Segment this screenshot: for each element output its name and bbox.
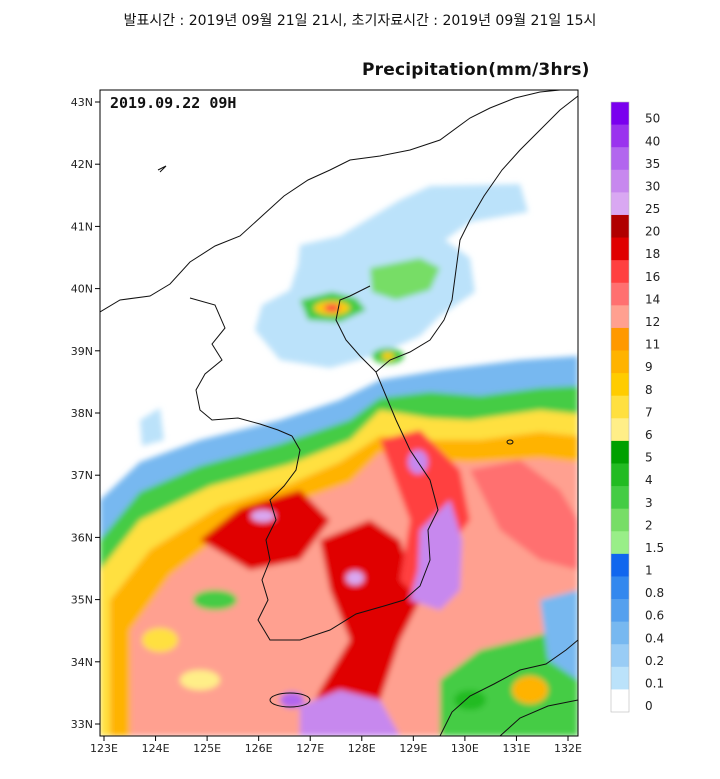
- legend-swatch: [611, 260, 629, 284]
- legend-swatch: [611, 169, 629, 193]
- color-legend: 50 40 35 30 25 20 18 16 14 12 11 9 8 7 6 5 4 3 2 1.5 1 0.8 0.6…: [610, 101, 664, 713]
- legend-label: 16: [645, 270, 660, 284]
- lon-label: 123E: [90, 742, 118, 755]
- lon-label: 128E: [348, 742, 376, 755]
- legend-label: 20: [645, 225, 660, 239]
- legend-swatch: [611, 644, 629, 668]
- legend-label: 11: [645, 338, 660, 352]
- lat-label: 43N: [71, 96, 93, 109]
- legend-swatch: [611, 621, 629, 645]
- legend-label: 9: [645, 360, 653, 374]
- legend-label: 0.2: [645, 654, 664, 668]
- legend-swatch: [611, 689, 629, 713]
- legend-swatch: [611, 282, 629, 306]
- legend-label: 30: [645, 179, 660, 193]
- lon-label: 131E: [502, 742, 530, 755]
- lat-label: 42N: [71, 158, 93, 171]
- lon-label: 129E: [399, 742, 427, 755]
- legend-label: 3: [645, 496, 653, 510]
- legend-swatch: [611, 327, 629, 352]
- legend-label: 4: [645, 473, 653, 487]
- legend-swatch: [611, 102, 629, 126]
- legend-label: 0.1: [645, 677, 664, 691]
- legend-swatch: [611, 124, 629, 148]
- legend-swatch: [611, 373, 629, 397]
- legend-label: 0.8: [645, 586, 664, 600]
- lon-label: 125E: [193, 742, 221, 755]
- legend-label: 0.6: [645, 609, 664, 623]
- legend-swatch: [611, 666, 629, 690]
- legend-swatch: [611, 531, 629, 555]
- legend-swatch: [611, 350, 629, 374]
- lat-label: 40N: [71, 283, 93, 296]
- legend-swatch: [611, 508, 629, 532]
- legend-swatch: [611, 192, 629, 216]
- legend-label: 5: [645, 451, 653, 465]
- lon-label: 127E: [296, 742, 324, 755]
- legend-swatch: [611, 599, 629, 623]
- legend-label: 7: [645, 405, 653, 419]
- lon-label: 124E: [142, 742, 170, 755]
- legend-frame: [610, 101, 630, 713]
- map-title: Precipitation(mm/3hrs): [362, 60, 590, 80]
- lat-label: 39N: [71, 345, 93, 358]
- lat-label: 38N: [71, 407, 93, 420]
- legend-swatch: [611, 214, 629, 239]
- legend-swatch: [611, 147, 629, 171]
- legend-label: 1.5: [645, 541, 664, 555]
- legend-label: 12: [645, 315, 660, 329]
- valid-time-label: 2019.09.22 09H: [110, 94, 236, 112]
- legend-swatch: [611, 440, 629, 464]
- issue-time-header: 발표시간 : 2019년 09월 21일 21시, 초기자료시간 : 2019년…: [123, 13, 597, 29]
- legend-swatch: [611, 418, 629, 442]
- legend-label: 14: [645, 292, 660, 306]
- legend-swatch: [611, 463, 629, 487]
- legend-label: 35: [645, 157, 660, 171]
- legend-swatch: [611, 553, 629, 577]
- lat-label: 33N: [71, 718, 93, 731]
- legend-label: 25: [645, 202, 660, 216]
- map-axes: 43N 42N 41N 40N 39N 38N 37N 36N 35N 34N 33N 123E 124…: [71, 96, 582, 755]
- legend-label: 0: [645, 699, 653, 713]
- legend-label: 2: [645, 518, 653, 532]
- coastline: [100, 90, 578, 736]
- legend-label: 40: [645, 134, 660, 148]
- lat-label: 37N: [71, 469, 93, 482]
- legend-label: 1: [645, 564, 653, 578]
- lon-label: 126E: [245, 742, 273, 755]
- legend-label: 50: [645, 112, 660, 126]
- legend-swatch: [611, 395, 629, 419]
- legend-swatch: [611, 305, 629, 329]
- lat-label: 35N: [71, 594, 93, 607]
- lat-label: 34N: [71, 656, 93, 669]
- lon-label: 132E: [554, 742, 582, 755]
- legend-label: 0.4: [645, 631, 664, 645]
- legend-swatch: [611, 237, 629, 261]
- legend-label: 8: [645, 383, 653, 397]
- precipitation-field: [100, 90, 578, 736]
- legend-label: 6: [645, 428, 653, 442]
- lat-label: 36N: [71, 531, 93, 544]
- legend-swatch: [611, 576, 629, 600]
- lon-label: 130E: [451, 742, 479, 755]
- lat-label: 41N: [71, 220, 93, 233]
- legend-label: 18: [645, 247, 660, 261]
- legend-swatch: [611, 486, 629, 510]
